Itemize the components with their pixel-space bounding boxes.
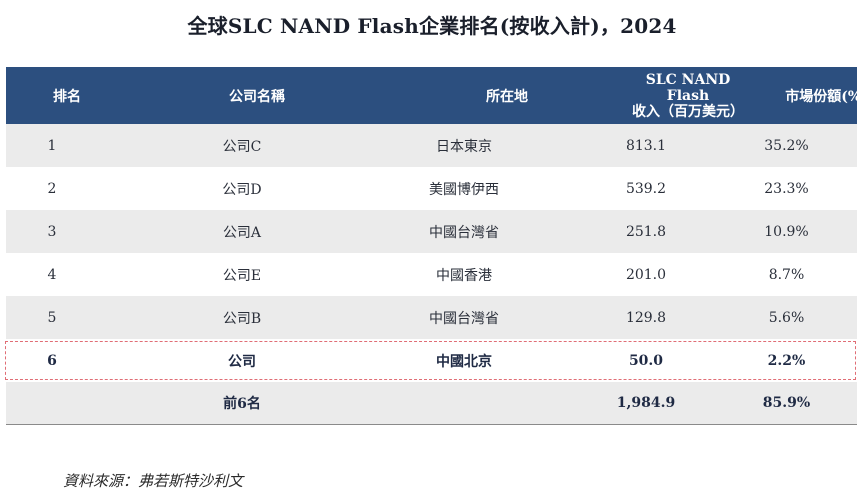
- header-revenue-line2: 收入（百万美元）: [632, 103, 744, 120]
- cell-share: 5.6%: [768, 309, 805, 326]
- cell-company: 公司E: [222, 267, 262, 284]
- cell-revenue: 50.0: [628, 352, 664, 369]
- cell-total-revenue: 1,984.9: [616, 395, 676, 411]
- cell-share: 35.2%: [764, 137, 809, 154]
- cell-rank: 1: [47, 137, 57, 154]
- cell-total-share: 85.9%: [762, 395, 811, 411]
- cell-share: 10.9%: [764, 223, 809, 240]
- cell-company: 公司A: [222, 224, 262, 241]
- table-total-row: 前6名 1,984.9 85.9%: [6, 382, 857, 425]
- cell-company: 公司B: [222, 310, 262, 327]
- cell-share: 2.2%: [767, 352, 806, 369]
- cell-share: 8.7%: [768, 266, 805, 283]
- cell-location: 中國香港: [436, 267, 492, 284]
- cell-revenue: 251.8: [625, 223, 667, 240]
- cell-rank: 2: [47, 180, 57, 197]
- header-revenue-line1: SLC NAND Flash: [645, 71, 731, 104]
- source-note: 資料來源：弗若斯特沙利文: [63, 472, 244, 490]
- cell-rank: 5: [47, 309, 57, 326]
- header-location: 所在地: [486, 88, 528, 105]
- table-row: 2 公司D 美國博伊西 539.2 23.3%: [6, 167, 857, 210]
- cell-revenue: 813.1: [625, 137, 667, 154]
- table-header: 排名 公司名稱 所在地 SLC NAND Flash 收入（百万美元） 市場份額…: [6, 67, 864, 124]
- cell-location: 中國北京: [436, 353, 492, 370]
- page-title: 全球SLC NAND Flash企業排名(按收入計)，2024: [187, 14, 677, 38]
- cell-total-label: 前6名: [223, 396, 261, 412]
- cell-company: 公司D: [222, 181, 262, 198]
- cell-revenue: 129.8: [625, 309, 667, 326]
- table-row: 5 公司B 中國台灣省 129.8 5.6%: [6, 296, 857, 339]
- table-row-highlight: 6 公司 中國北京 50.0 2.2%: [6, 339, 857, 382]
- cell-rank: 4: [47, 266, 57, 283]
- table-row: 1 公司C 日本東京 813.1 35.2%: [6, 124, 857, 167]
- cell-rank: 3: [47, 223, 57, 240]
- cell-location: 美國博伊西: [429, 181, 499, 198]
- table-row: 3 公司A 中國台灣省 251.8 10.9%: [6, 210, 857, 253]
- header-rank: 排名: [53, 88, 81, 105]
- cell-location: 日本東京: [436, 138, 492, 155]
- cell-revenue: 201.0: [625, 266, 667, 283]
- cell-company: 公司C: [222, 138, 262, 155]
- cell-location: 中國台灣省: [429, 224, 499, 241]
- cell-rank: 6: [47, 352, 57, 369]
- cell-location: 中國台灣省: [429, 310, 499, 327]
- table-row: 4 公司E 中國香港 201.0 8.7%: [6, 253, 857, 296]
- ranking-table: 排名 公司名稱 所在地 SLC NAND Flash 收入（百万美元） 市場份額…: [5, 67, 864, 425]
- highlighted-row: 6 公司 中國北京 50.0 2.2%: [5, 339, 857, 382]
- header-share: 市場份額(%): [785, 88, 864, 105]
- header-company: 公司名稱: [229, 88, 285, 105]
- cell-revenue: 539.2: [625, 180, 667, 197]
- cell-company: 公司: [228, 353, 256, 370]
- cell-share: 23.3%: [764, 180, 809, 197]
- header-revenue: SLC NAND Flash 收入（百万美元）: [628, 72, 748, 120]
